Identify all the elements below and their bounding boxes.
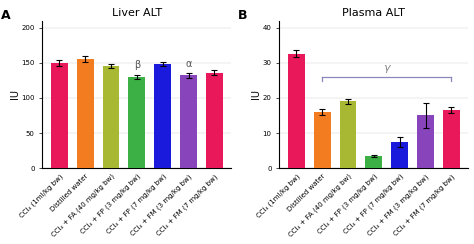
Bar: [314, 112, 330, 168]
Bar: [339, 102, 356, 168]
Y-axis label: IU: IU: [251, 89, 261, 99]
Text: B: B: [237, 9, 247, 22]
Bar: [288, 54, 305, 168]
Bar: [102, 66, 119, 168]
Bar: [51, 63, 68, 168]
Bar: [365, 156, 382, 168]
Text: β: β: [134, 61, 140, 71]
Bar: [77, 59, 93, 168]
Bar: [206, 73, 223, 168]
Text: A: A: [0, 9, 10, 22]
Y-axis label: IU: IU: [10, 89, 20, 99]
Bar: [443, 110, 460, 168]
Text: γ: γ: [383, 63, 390, 73]
Bar: [180, 75, 197, 168]
Bar: [392, 142, 408, 168]
Title: Liver ALT: Liver ALT: [112, 9, 162, 18]
Bar: [417, 115, 434, 168]
Title: Plasma ALT: Plasma ALT: [342, 9, 405, 18]
Bar: [155, 64, 171, 168]
Text: α: α: [185, 59, 192, 69]
Bar: [128, 77, 145, 168]
